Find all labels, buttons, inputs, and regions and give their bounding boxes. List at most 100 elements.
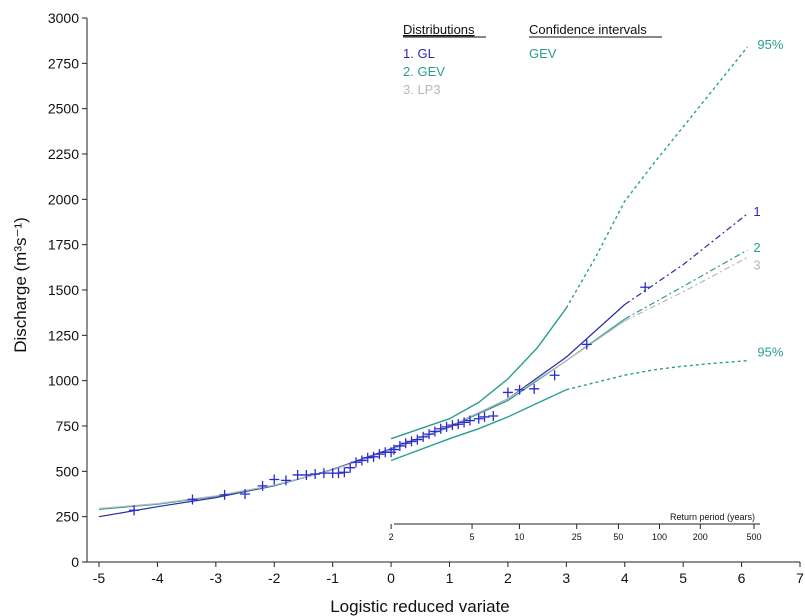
observation-point (435, 423, 446, 434)
line-end-labels: 95% 95% 1 2 3 (753, 37, 783, 360)
y-tick-label: 750 (56, 418, 80, 434)
observation-point (394, 440, 405, 451)
y-tick-label: 2750 (48, 55, 79, 71)
observation-point (447, 420, 458, 431)
y-ticks: 0 250 500 750 1000 1250 1500 1750 2000 2250 2500 27… (48, 10, 87, 570)
observation-point (333, 468, 344, 479)
observation-point (318, 468, 329, 479)
y-tick-label: 0 (71, 554, 79, 570)
observation-point (129, 505, 140, 516)
observation-point (219, 489, 230, 500)
y-tick-label: 500 (56, 463, 80, 479)
x-tick-label: 0 (387, 570, 395, 586)
observation-point (453, 419, 464, 430)
legend-distributions-title: Distributions (403, 22, 475, 37)
ci-lower-line-extrapolated (566, 360, 748, 391)
x-axis-title: Logistic reduced variate (330, 597, 510, 616)
y-tick-label: 1000 (48, 373, 79, 389)
ci-upper-label: 95% (757, 37, 783, 52)
x-tick-label: -5 (93, 570, 106, 586)
observation-point (406, 436, 417, 447)
observation-point (549, 370, 560, 381)
legend-item-gev: 2. GEV (403, 64, 445, 79)
series-line (98, 320, 626, 510)
observation-point (292, 469, 303, 480)
series-line-extrapolated (624, 213, 748, 305)
observation-point (441, 421, 452, 432)
observation-point (464, 415, 475, 426)
x-tick-label: 2 (504, 570, 512, 586)
x-tick-label: 5 (679, 570, 687, 586)
return-period-tick-label: 5 (470, 532, 475, 542)
series-line-extrapolated (624, 256, 748, 322)
observation-point (269, 474, 280, 485)
observation-point (488, 411, 499, 422)
x-tick-label: 3 (562, 570, 570, 586)
return-period-title: Return period (years) (670, 512, 755, 522)
x-tick-label: -4 (151, 570, 164, 586)
observation-point (418, 431, 429, 442)
confidence-interval-lines (390, 46, 748, 462)
observation-point (389, 444, 400, 455)
observation-point (479, 411, 490, 422)
observation-point (529, 383, 540, 394)
x-tick-label: 4 (621, 570, 629, 586)
return-period-tick-label: 500 (747, 532, 762, 542)
return-period-tick-label: 100 (652, 532, 667, 542)
ci-lower-label: 95% (757, 345, 783, 360)
axes: 0250500750100012501500175020002250250027… (48, 10, 804, 586)
observation-point (424, 429, 435, 440)
x-tick-label: 1 (446, 570, 454, 586)
x-tick-label: 7 (796, 570, 804, 586)
y-tick-label: 1500 (48, 282, 79, 298)
ci-upper-line-extrapolated (565, 46, 748, 309)
observation-point (368, 451, 379, 462)
series-end-label: 1 (753, 204, 760, 219)
ci-lower-line (390, 389, 567, 462)
y-tick-label: 1750 (48, 237, 79, 253)
observation-point (412, 434, 423, 445)
x-tick-label: 6 (738, 570, 746, 586)
observation-point (310, 469, 321, 480)
legend: Distributions 1. GL 2. GEV 3. LP3 Confid… (403, 22, 662, 97)
y-tick-label: 1250 (48, 327, 79, 343)
x-ticks: -5 -4 -3 -2 -1 0 1 2 3 4 5 6 7 (93, 562, 804, 586)
observation-point (514, 384, 525, 395)
series-line-extrapolated (624, 249, 748, 320)
return-period-tick-label: 10 (514, 532, 524, 542)
observation-point (351, 457, 362, 468)
observation-point (356, 455, 367, 466)
observation-point (374, 449, 385, 460)
distribution-lines (98, 213, 748, 518)
return-period-tick-label: 2 (389, 532, 394, 542)
y-tick-label: 2000 (48, 191, 79, 207)
y-tick-label: 3000 (48, 10, 79, 26)
legend-ci-title: Confidence intervals (529, 22, 647, 37)
observation-point (400, 438, 411, 449)
return-period-tick-label: 200 (693, 532, 708, 542)
observation-point (345, 462, 356, 473)
observation-points (129, 282, 651, 516)
series-end-label: 2 (753, 240, 760, 255)
legend-ci-gev: GEV (529, 46, 557, 61)
observation-point (339, 467, 350, 478)
observation-point (429, 426, 440, 437)
observation-point (502, 387, 513, 398)
observation-point (362, 452, 373, 463)
return-period-tick-label: 50 (613, 532, 623, 542)
series-line (98, 318, 626, 510)
return-period-tick-label: 25 (572, 532, 582, 542)
legend-item-lp3: 3. LP3 (403, 82, 441, 97)
observation-point (640, 282, 651, 293)
observation-point (187, 494, 198, 505)
observation-point (280, 475, 291, 486)
series-end-label: 3 (753, 257, 760, 272)
y-axis-title: Discharge (m³s⁻¹) (11, 217, 30, 353)
ci-upper-line (390, 307, 567, 440)
y-tick-label: 2250 (48, 146, 79, 162)
observation-point (473, 413, 484, 424)
y-tick-label: 250 (56, 509, 80, 525)
return-period-axis: Return period (years) 2 5 10 25 50 100 200 500 (389, 512, 762, 542)
observation-point (301, 469, 312, 480)
